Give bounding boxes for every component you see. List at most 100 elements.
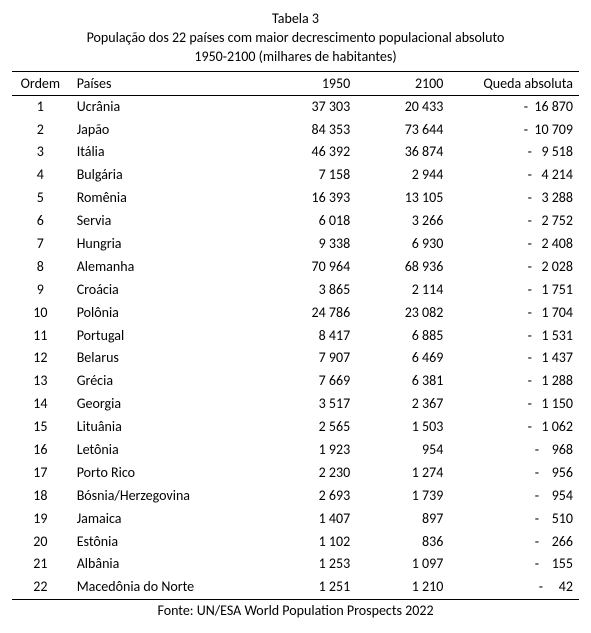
cell-queda: - 4 214 xyxy=(447,164,579,187)
cell-1950: 9 338 xyxy=(261,233,354,256)
cell-queda: - 968 xyxy=(447,439,579,462)
cell-2100: 23 082 xyxy=(354,302,447,325)
cell-queda: - 1 531 xyxy=(447,325,579,348)
col-header-pais: Países xyxy=(69,71,261,95)
table-row: 8Alemanha70 96468 936- 2 028 xyxy=(12,256,579,279)
cell-2100: 36 874 xyxy=(354,141,447,164)
table-row: 14Georgia3 5172 367- 1 150 xyxy=(12,393,579,416)
cell-1950: 6 018 xyxy=(261,210,354,233)
cell-2100: 1 097 xyxy=(354,553,447,576)
cell-pais: Porto Rico xyxy=(69,462,261,485)
population-table: Ordem Países 1950 2100 Queda absoluta 1U… xyxy=(12,71,579,601)
cell-ordem: 20 xyxy=(12,531,69,554)
cell-2100: 6 469 xyxy=(354,347,447,370)
cell-pais: Romênia xyxy=(69,187,261,210)
table-row: 7Hungria9 3386 930- 2 408 xyxy=(12,233,579,256)
cell-ordem: 8 xyxy=(12,256,69,279)
cell-1950: 7 669 xyxy=(261,370,354,393)
cell-pais: Macedônia do Norte xyxy=(69,576,261,599)
cell-queda: - 1 288 xyxy=(447,370,579,393)
col-header-1950: 1950 xyxy=(261,71,354,95)
cell-1950: 3 517 xyxy=(261,393,354,416)
cell-2100: 3 266 xyxy=(354,210,447,233)
cell-queda: - 3 288 xyxy=(447,187,579,210)
cell-2100: 836 xyxy=(354,531,447,554)
cell-2100: 73 644 xyxy=(354,119,447,142)
table-row: 13Grécia7 6696 381- 1 288 xyxy=(12,370,579,393)
cell-1950: 2 230 xyxy=(261,462,354,485)
cell-pais: Croácia xyxy=(69,279,261,302)
col-header-2100: 2100 xyxy=(354,71,447,95)
cell-pais: Lituânia xyxy=(69,416,261,439)
cell-queda: - 1 437 xyxy=(447,347,579,370)
cell-pais: Bulgária xyxy=(69,164,261,187)
cell-1950: 16 393 xyxy=(261,187,354,210)
table-row: 17Porto Rico2 2301 274- 956 xyxy=(12,462,579,485)
table-header-row: Ordem Países 1950 2100 Queda absoluta xyxy=(12,71,579,95)
table-body: 1Ucrânia37 30320 433- 16 8702Japão84 353… xyxy=(12,95,579,600)
cell-queda: - 2 408 xyxy=(447,233,579,256)
cell-pais: Servia xyxy=(69,210,261,233)
col-header-ordem: Ordem xyxy=(12,71,69,95)
cell-2100: 897 xyxy=(354,508,447,531)
cell-2100: 68 936 xyxy=(354,256,447,279)
cell-2100: 6 381 xyxy=(354,370,447,393)
cell-1950: 7 158 xyxy=(261,164,354,187)
cell-pais: Alemanha xyxy=(69,256,261,279)
cell-pais: Ucrânia xyxy=(69,95,261,118)
cell-1950: 70 964 xyxy=(261,256,354,279)
table-row: 18Bósnia/Herzegovina2 6931 739- 954 xyxy=(12,485,579,508)
cell-ordem: 10 xyxy=(12,302,69,325)
cell-pais: Hungria xyxy=(69,233,261,256)
cell-queda: - 1 062 xyxy=(447,416,579,439)
table-row: 21Albânia1 2531 097- 155 xyxy=(12,553,579,576)
cell-queda: - 954 xyxy=(447,485,579,508)
cell-1950: 24 786 xyxy=(261,302,354,325)
cell-queda: - 266 xyxy=(447,531,579,554)
cell-1950: 8 417 xyxy=(261,325,354,348)
table-row: 1Ucrânia37 30320 433- 16 870 xyxy=(12,95,579,118)
cell-ordem: 16 xyxy=(12,439,69,462)
cell-2100: 2 944 xyxy=(354,164,447,187)
cell-ordem: 1 xyxy=(12,95,69,118)
cell-1950: 1 407 xyxy=(261,508,354,531)
table-row: 4Bulgária7 1582 944- 4 214 xyxy=(12,164,579,187)
cell-queda: - 9 518 xyxy=(447,141,579,164)
cell-ordem: 14 xyxy=(12,393,69,416)
cell-pais: Grécia xyxy=(69,370,261,393)
cell-ordem: 7 xyxy=(12,233,69,256)
cell-1950: 37 303 xyxy=(261,95,354,118)
cell-ordem: 17 xyxy=(12,462,69,485)
cell-ordem: 11 xyxy=(12,325,69,348)
cell-pais: Estônia xyxy=(69,531,261,554)
cell-1950: 1 102 xyxy=(261,531,354,554)
table-row: 19Jamaica1 407897- 510 xyxy=(12,508,579,531)
cell-queda: - 2 752 xyxy=(447,210,579,233)
cell-ordem: 15 xyxy=(12,416,69,439)
table-row: 9Croácia3 8652 114- 1 751 xyxy=(12,279,579,302)
cell-pais: Georgia xyxy=(69,393,261,416)
cell-pais: Japão xyxy=(69,119,261,142)
cell-1950: 2 565 xyxy=(261,416,354,439)
cell-2100: 1 274 xyxy=(354,462,447,485)
cell-pais: Portugal xyxy=(69,325,261,348)
table-row: 20Estônia1 102836- 266 xyxy=(12,531,579,554)
cell-ordem: 22 xyxy=(12,576,69,599)
cell-1950: 1 923 xyxy=(261,439,354,462)
cell-ordem: 9 xyxy=(12,279,69,302)
cell-pais: Itália xyxy=(69,141,261,164)
cell-1950: 7 907 xyxy=(261,347,354,370)
cell-ordem: 2 xyxy=(12,119,69,142)
table-row: 6Servia6 0183 266- 2 752 xyxy=(12,210,579,233)
cell-ordem: 6 xyxy=(12,210,69,233)
cell-2100: 6 930 xyxy=(354,233,447,256)
cell-ordem: 13 xyxy=(12,370,69,393)
cell-2100: 1 503 xyxy=(354,416,447,439)
cell-ordem: 3 xyxy=(12,141,69,164)
table-title-block: Tabela 3 População dos 22 países com mai… xyxy=(12,10,579,67)
cell-2100: 954 xyxy=(354,439,447,462)
cell-2100: 2 114 xyxy=(354,279,447,302)
cell-1950: 1 253 xyxy=(261,553,354,576)
cell-pais: Belarus xyxy=(69,347,261,370)
cell-ordem: 12 xyxy=(12,347,69,370)
